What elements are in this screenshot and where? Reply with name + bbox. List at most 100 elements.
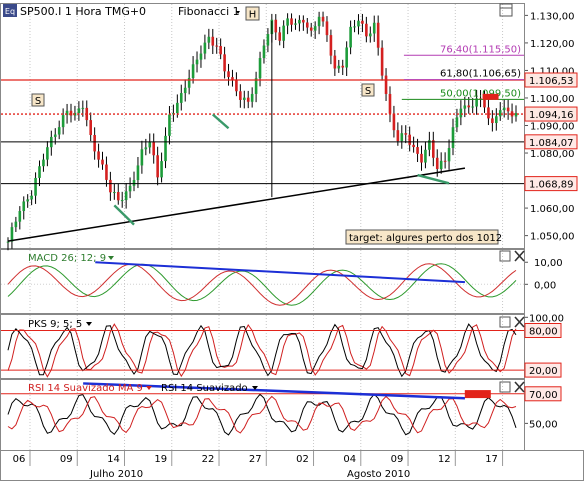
price-bar-body (298, 19, 301, 24)
h-badge-text: H (249, 10, 257, 21)
price-bar-body (246, 97, 250, 102)
price-bar-body (491, 118, 494, 124)
close-icon[interactable] (514, 316, 525, 328)
trend-line-support (7, 167, 466, 242)
price-bar-body (412, 144, 415, 148)
price-bar-body (321, 16, 325, 22)
rsi-red-marker (464, 390, 491, 399)
price-bar-body (404, 133, 408, 135)
price-bar-body (495, 116, 498, 124)
x-tick-label: 09 (391, 454, 404, 465)
rsi-ma-line (7, 395, 517, 434)
macd-trend-line (95, 261, 465, 284)
eq-badge[interactable] (3, 4, 17, 17)
price-tick-label: 1.120,00 (530, 39, 575, 50)
price-bar-body (349, 26, 352, 48)
x-tick-label: 06 (13, 454, 26, 465)
chevron-down-icon[interactable] (108, 256, 114, 260)
close-icon[interactable] (514, 381, 525, 393)
price-bar-body (471, 106, 474, 108)
price-tick-label: 1.060,00 (530, 204, 575, 215)
macd-tick-label: 0,00 (534, 280, 556, 291)
fib-label: 50,00(1.099,50) (440, 88, 521, 99)
price-bar-body (6, 241, 10, 243)
price-bar-body (164, 135, 167, 162)
x-tick-label: 19 (154, 454, 167, 465)
header: Eq SP500.I 1 Hora TMG+0 Fibonacci 1 (3, 4, 240, 18)
price-bar-body (506, 107, 510, 112)
price-bar-body (136, 165, 140, 181)
price-bar-body (384, 75, 388, 94)
price-bar-body (502, 107, 506, 111)
price-bar-body (183, 87, 187, 94)
price-bar-body (207, 36, 211, 43)
macd-main-line (7, 263, 517, 306)
price-bar-body (203, 42, 207, 54)
price-bar-body (274, 19, 278, 33)
price-bar-body (487, 107, 490, 119)
price-red-marker (482, 93, 499, 100)
price-bar-body (160, 161, 163, 178)
price-bar-body (345, 47, 348, 68)
price-bar-body (250, 93, 254, 102)
price-bar-body (475, 98, 478, 107)
window-icon[interactable] (499, 3, 513, 17)
price-bar-body (10, 227, 14, 242)
price-bar-body (38, 166, 41, 178)
pks-level-box (524, 362, 562, 378)
price-tick-label: 1.090,00 (530, 122, 575, 133)
window-icon[interactable] (499, 250, 511, 262)
overlay-layer: 1.106,53 1.094,16 1.084,07 1.068,89 76,40(1.… (1, 20, 578, 430)
eq-badge-text: Eq (5, 7, 15, 16)
s-badge-right-text: S (365, 86, 371, 97)
price-bar-body (152, 141, 156, 156)
month-label-julho: Julho 2010 (89, 469, 143, 480)
price-bar-body (211, 36, 215, 46)
price-bar-body (34, 177, 37, 196)
target-annotation: target: algures perto dos 1012 (349, 233, 502, 244)
price-bar-body (97, 151, 100, 160)
price-bar-body (18, 211, 22, 222)
price-bar-body (57, 127, 61, 135)
fib-label: 76,40(1.115,50) (440, 44, 521, 55)
price-bar-body (510, 111, 514, 117)
price-bar-body (467, 105, 471, 108)
price-bar-body (408, 134, 411, 145)
price-bar-body (144, 147, 148, 150)
window-icon[interactable] (499, 316, 511, 328)
price-bar-body (455, 117, 459, 128)
chevron-down-icon[interactable] (86, 322, 92, 326)
target-annotation-box (345, 229, 499, 245)
price-bar-body (124, 191, 128, 201)
price-bar-body (432, 140, 435, 158)
chevron-down-icon[interactable] (252, 386, 258, 390)
price-bar-body (388, 93, 392, 114)
price-bar-body (278, 32, 282, 41)
price-bar-body (439, 160, 443, 169)
x-tick-label: 22 (202, 454, 215, 465)
chevron-down-icon[interactable] (236, 11, 240, 14)
price-bar-body (302, 19, 305, 23)
price-bar-body (30, 195, 33, 200)
price-bar-body (132, 180, 136, 186)
price-bar-body (325, 21, 329, 36)
price-bar-body (376, 22, 380, 48)
price-tick-label: 1.080,00 (530, 149, 575, 160)
x-tick-label: 04 (343, 454, 356, 465)
price-bar-body (113, 192, 116, 194)
close-icon[interactable] (514, 250, 525, 262)
price-bar-body (463, 105, 467, 109)
pks-tick-label: 20,00 (529, 366, 558, 377)
window-icon[interactable] (499, 381, 511, 393)
price-bar-body (77, 108, 81, 113)
price-bar-body (451, 127, 455, 149)
x-tick-label: 09 (60, 454, 73, 465)
rsi-ma-label: RSI 14 Suavizado MA 9 (28, 383, 143, 394)
chevron-down-icon[interactable] (146, 386, 152, 390)
price-bar-body (392, 113, 396, 131)
price-bar-body (416, 147, 419, 154)
x-tick-label: 14 (107, 454, 120, 465)
price-bar-body (313, 26, 317, 31)
price-bar-body (262, 45, 266, 59)
price-bar-body (282, 25, 285, 41)
